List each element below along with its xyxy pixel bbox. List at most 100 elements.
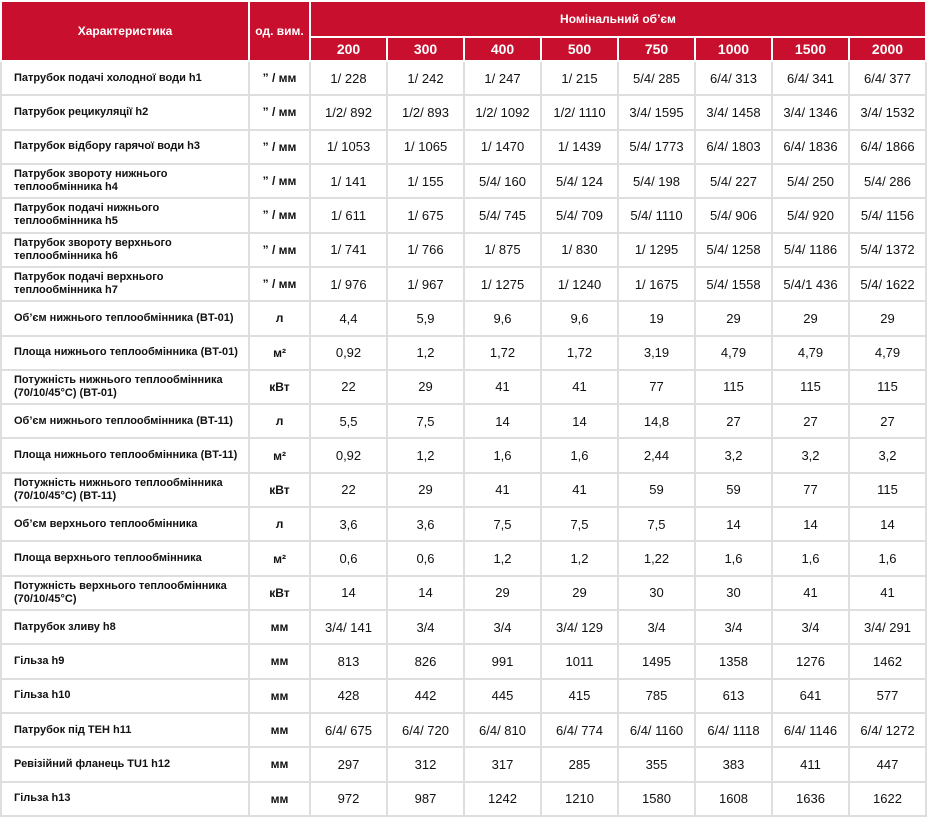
value-cell: 14: [694, 506, 773, 543]
value-cell: 1580: [617, 780, 696, 817]
value-cell: 415: [540, 677, 619, 714]
volume-header: 1000: [694, 36, 773, 62]
unit-cell: мм: [248, 746, 311, 783]
value-cell: 115: [848, 368, 927, 406]
value-cell: 1/ 141: [309, 162, 388, 200]
value-cell: 14: [848, 506, 927, 543]
value-cell: 30: [617, 574, 696, 612]
value-cell: 5/4/ 1558: [694, 265, 773, 303]
value-cell: 3/4/ 1346: [771, 94, 850, 131]
value-cell: 1/ 1240: [540, 265, 619, 303]
volume-header: 500: [540, 36, 619, 62]
value-cell: 0,6: [309, 540, 388, 577]
value-cell: 3/4: [771, 608, 850, 646]
value-cell: 1,2: [386, 334, 465, 371]
table-row: Потужність нижнього теплообмінника (70/1…: [0, 368, 927, 406]
value-cell: 3/4: [694, 608, 773, 646]
value-cell: 1,6: [540, 437, 619, 474]
value-cell: 6/4/ 720: [386, 711, 465, 749]
unit-cell: мм: [248, 780, 311, 817]
row-label: Потужність нижнього теплообмінника (70/1…: [0, 471, 250, 509]
unit-cell: мм: [248, 677, 311, 714]
value-cell: 3,19: [617, 334, 696, 371]
value-cell: 77: [617, 368, 696, 406]
value-cell: 7,5: [540, 506, 619, 543]
table-row: Патрубок подачі холодної води h1” / мм 1/…: [0, 59, 927, 97]
value-cell: 14: [309, 574, 388, 612]
table-row: Патрубок відбору гарячої води h3” / мм 1/…: [0, 128, 927, 165]
value-cell: 428: [309, 677, 388, 714]
value-cell: 1/ 766: [386, 231, 465, 268]
row-label: Патрубок подачі нижнього теплообмінника …: [0, 197, 250, 234]
value-cell: 411: [771, 746, 850, 783]
value-cell: 442: [386, 677, 465, 714]
value-cell: 445: [463, 677, 542, 714]
value-cell: 7,5: [463, 506, 542, 543]
header-cell: Номінальний об’єм: [309, 0, 927, 38]
value-cell: 3/4: [386, 608, 465, 646]
value-cell: 785: [617, 677, 696, 714]
value-cell: 0,92: [309, 437, 388, 474]
value-cell: 5/4/ 906: [694, 197, 773, 234]
value-cell: 29: [463, 574, 542, 612]
unit-cell: ” / мм: [248, 59, 311, 97]
value-cell: 297: [309, 746, 388, 783]
table-row: Гільза h9 мм 813 826 991 1011 1495 1358 1276 1462: [0, 643, 927, 680]
value-cell: 6/4/ 341: [771, 59, 850, 97]
value-cell: 1/2/ 892: [309, 94, 388, 131]
value-cell: 1462: [848, 643, 927, 680]
value-cell: 1/ 247: [463, 59, 542, 97]
value-cell: 1/ 976: [309, 265, 388, 303]
row-label: Площа верхнього теплообмінника: [0, 540, 250, 577]
value-cell: 447: [848, 746, 927, 783]
value-cell: 1,22: [617, 540, 696, 577]
value-cell: 1/ 1675: [617, 265, 696, 303]
value-cell: 1,6: [694, 540, 773, 577]
value-cell: 22: [309, 368, 388, 406]
table-row: Гільза h10 мм 428 442 445 415 785 613 641 577: [0, 677, 927, 714]
table-row: Площа верхнього теплообмінника м² 0,6 0,6 1,…: [0, 540, 927, 577]
row-label: Патрубок подачі холодної води h1: [0, 59, 250, 97]
value-cell: 14,8: [617, 403, 696, 440]
value-cell: 5/4/ 286: [848, 162, 927, 200]
row-label: Патрубок зливу h8: [0, 608, 250, 646]
value-cell: 4,4: [309, 300, 388, 337]
value-cell: 6/4/ 1803: [694, 128, 773, 165]
table-row: Об’єм верхнього теплообмінника л 3,6 3,6 7,5…: [0, 506, 927, 543]
value-cell: 6/4/ 1160: [617, 711, 696, 749]
value-cell: 1/ 1470: [463, 128, 542, 165]
row-label: Патрубок рецикуляції h2: [0, 94, 250, 131]
row-label: Патрубок відбору гарячої води h3: [0, 128, 250, 165]
row-label: Патрубок під ТЕН h11: [0, 711, 250, 749]
value-cell: 1/ 967: [386, 265, 465, 303]
value-cell: 59: [617, 471, 696, 509]
table-row: Патрубок під ТЕН h11 мм 6/4/ 675 6/4/ 720 6/…: [0, 711, 927, 749]
value-cell: 1/ 611: [309, 197, 388, 234]
value-cell: 1,72: [463, 334, 542, 371]
value-cell: 5/4/ 198: [617, 162, 696, 200]
value-cell: 317: [463, 746, 542, 783]
row-label: Об’єм нижнього теплообмінника (BT-01): [0, 300, 250, 337]
table-row: Ревізійний фланець TU1 h12 мм 297 312 317 285…: [0, 746, 927, 783]
table-row: Патрубок подачі нижнього теплообмінника …: [0, 197, 927, 234]
header-cell: Характеристика: [0, 0, 250, 62]
unit-cell: ” / мм: [248, 197, 311, 234]
value-cell: 115: [848, 471, 927, 509]
value-cell: 5/4/ 1258: [694, 231, 773, 268]
value-cell: 0,6: [386, 540, 465, 577]
value-cell: 5/4/ 160: [463, 162, 542, 200]
value-cell: 972: [309, 780, 388, 817]
value-cell: 1,2: [386, 437, 465, 474]
value-cell: 1358: [694, 643, 773, 680]
unit-cell: ” / мм: [248, 128, 311, 165]
value-cell: 6/4/ 774: [540, 711, 619, 749]
value-cell: 6/4/ 1118: [694, 711, 773, 749]
value-cell: 1011: [540, 643, 619, 680]
value-cell: 5/4/ 285: [617, 59, 696, 97]
volume-header: 200: [309, 36, 388, 62]
value-cell: 1,2: [463, 540, 542, 577]
value-cell: 29: [694, 300, 773, 337]
value-cell: 1/ 1439: [540, 128, 619, 165]
